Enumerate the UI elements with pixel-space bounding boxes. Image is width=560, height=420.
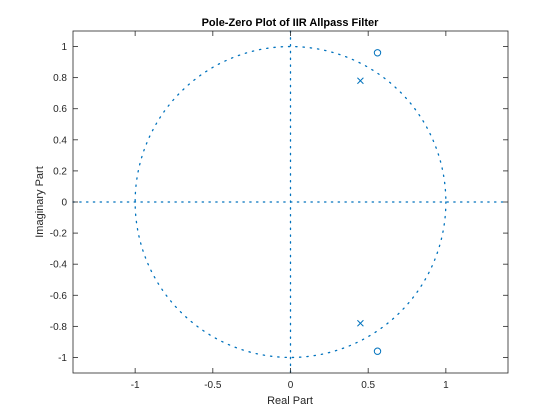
y-tick-label: 0.8 xyxy=(53,73,67,84)
y-tick-label: 0.2 xyxy=(53,166,67,177)
zero-marker xyxy=(373,49,382,57)
x-tick-label: 0.5 xyxy=(361,380,375,391)
y-tick-label: -0.6 xyxy=(50,291,68,302)
y-tick-label: 0.6 xyxy=(53,104,67,115)
chart-title: Pole-Zero Plot of IIR Allpass Filter xyxy=(202,17,380,29)
unit-circle xyxy=(134,45,447,359)
pole-marker xyxy=(357,319,364,327)
y-tick-label: -0.8 xyxy=(50,322,68,333)
zero-marker xyxy=(373,347,382,355)
y-tick-label: -0.4 xyxy=(50,260,68,271)
x-tick-label: -1 xyxy=(131,380,140,391)
y-tick-label: -1 xyxy=(58,353,67,364)
pole-marker xyxy=(357,77,364,85)
y-tick-label: -0.2 xyxy=(50,229,68,240)
x-tick-label: 1 xyxy=(443,380,449,391)
y-axis-label: Imaginary Part xyxy=(34,166,46,238)
x-tick-label: -0.5 xyxy=(204,380,222,391)
x-tick-label: 0 xyxy=(288,380,294,391)
x-axis-label: Real Part xyxy=(267,395,313,407)
y-tick-label: 0 xyxy=(61,198,67,209)
plot-area: -1 -0.5 0 0.5 1 -1 -0.8 -0.6 -0.4 -0.2 0 0.2 0.4 0.6 0… xyxy=(50,30,509,391)
y-tick-label: 1 xyxy=(61,42,67,53)
y-tick-label: 0.4 xyxy=(53,135,67,146)
